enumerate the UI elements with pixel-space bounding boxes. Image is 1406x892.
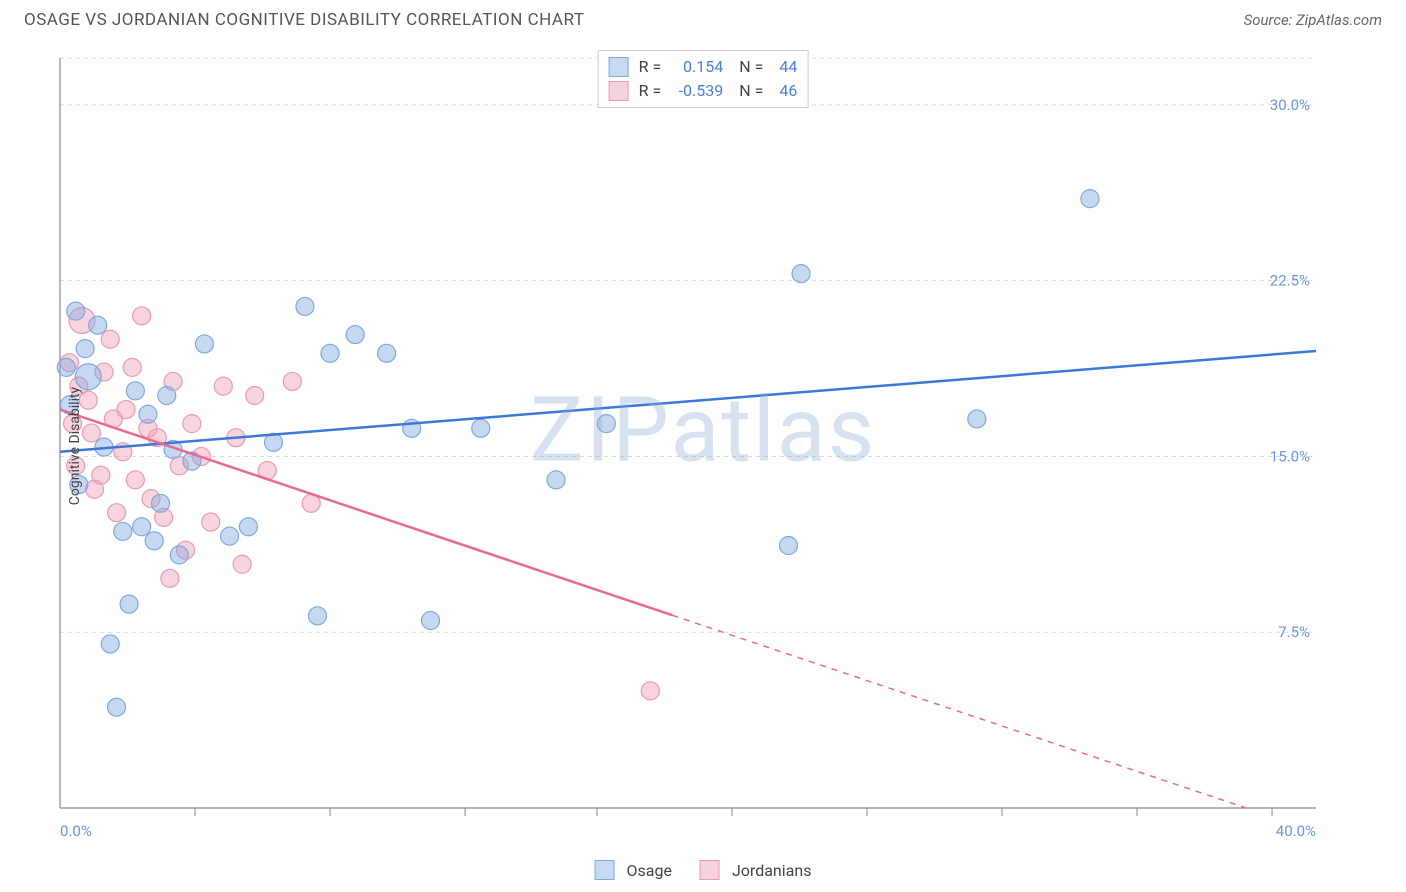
- n-value-jordanians: 46: [769, 79, 797, 103]
- chart-area: Cognitive Disability 7.5% 15.0% 22.5% 30.0%…: [20, 44, 1386, 848]
- swatch-jordanians: [609, 81, 629, 101]
- legend-label-jordanians: Jordanians: [732, 861, 811, 880]
- n-label: N =: [739, 55, 763, 79]
- stats-row-osage: R = 0.154 N = 44: [609, 55, 798, 79]
- svg-text:40.0%: 40.0%: [1276, 822, 1316, 840]
- n-label: N =: [739, 79, 763, 103]
- legend-item-jordanians: Jordanians: [700, 860, 811, 880]
- stats-row-jordanians: R = -0.539 N = 46: [609, 79, 798, 103]
- r-label: R =: [639, 79, 662, 103]
- swatch-osage: [609, 57, 629, 77]
- svg-text:22.5%: 22.5%: [1270, 272, 1310, 290]
- svg-text:15.0%: 15.0%: [1270, 447, 1310, 465]
- chart-title: OSAGE VS JORDANIAN COGNITIVE DISABILITY …: [24, 10, 584, 30]
- stats-legend: R = 0.154 N = 44 R = -0.539 N = 46: [598, 50, 809, 108]
- bottom-legend: Osage Jordanians: [595, 860, 812, 880]
- scatter-chart: 7.5% 15.0% 22.5% 30.0% 0.0% 40.0%: [20, 44, 1386, 848]
- y-axis-label: Cognitive Disability: [67, 387, 83, 505]
- svg-text:7.5%: 7.5%: [1278, 623, 1310, 641]
- r-value-osage: 0.154: [667, 55, 723, 79]
- r-label: R =: [639, 55, 662, 79]
- n-value-osage: 44: [769, 55, 797, 79]
- svg-text:30.0%: 30.0%: [1270, 96, 1310, 114]
- svg-text:0.0%: 0.0%: [60, 822, 92, 840]
- swatch-jordanians-icon: [700, 860, 720, 880]
- legend-item-osage: Osage: [595, 860, 672, 880]
- legend-label-osage: Osage: [627, 861, 672, 880]
- r-value-jordanians: -0.539: [667, 79, 723, 103]
- source-attribution: Source: ZipAtlas.com: [1244, 11, 1382, 29]
- swatch-osage-icon: [595, 860, 615, 880]
